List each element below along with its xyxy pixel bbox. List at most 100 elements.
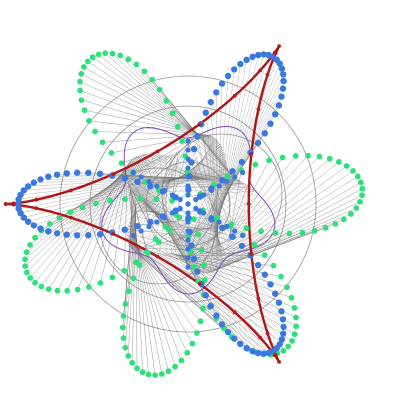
red-dot (69, 215, 73, 220)
blue-dot (278, 336, 286, 343)
blue-spoke-dot (185, 183, 191, 189)
red-dot (277, 44, 281, 48)
green-dot (125, 288, 132, 295)
green-dot (74, 286, 81, 293)
blue-spoke-dot (154, 183, 160, 189)
red-dot (256, 107, 261, 112)
green-dot (184, 349, 191, 356)
blue-dot (96, 231, 104, 238)
green-dot (179, 138, 185, 145)
mesh-line (151, 153, 259, 212)
blue-dot (202, 109, 209, 116)
string-line (157, 253, 293, 342)
string-line (199, 56, 274, 273)
blue-spoke-dot (162, 187, 168, 194)
blue-dot (238, 158, 246, 166)
green-dot (293, 323, 299, 330)
green-dot (353, 205, 360, 211)
blue-spoke-dot (201, 192, 207, 198)
mesh-line (126, 134, 203, 240)
green-dot (261, 252, 268, 258)
green-dot (350, 168, 356, 174)
green-dot (359, 185, 366, 192)
blue-spoke-dot (146, 223, 152, 230)
green-dot (279, 154, 286, 161)
green-dot (289, 338, 295, 344)
string-line (197, 59, 277, 272)
blue-dot (238, 242, 246, 250)
mesh-line (132, 145, 222, 217)
green-dot (201, 262, 207, 269)
green-dot (293, 314, 299, 321)
mesh-line (202, 134, 225, 254)
string-line (183, 114, 276, 263)
green-dot (117, 52, 124, 59)
string-line (88, 120, 212, 137)
blue-spoke-dot (224, 223, 230, 230)
green-dot (85, 284, 92, 290)
green-dot (23, 249, 30, 256)
green-dot (107, 197, 113, 204)
green-dot (97, 280, 104, 286)
blue-dot (45, 228, 52, 235)
blue-dot (30, 179, 37, 186)
blue-dot (278, 308, 285, 315)
string-line (81, 99, 216, 139)
mesh-line (210, 145, 222, 273)
green-dot (108, 150, 115, 156)
mesh-line (126, 168, 203, 274)
blue-dot (278, 93, 285, 100)
blue-dot (213, 312, 220, 319)
blue-dot (15, 205, 22, 212)
blue-spoke-dot (185, 174, 191, 180)
blue-dot (202, 292, 209, 299)
green-dot (288, 294, 295, 301)
mesh-line (134, 167, 228, 199)
green-dot (251, 242, 258, 248)
green-dot (86, 117, 92, 124)
green-dot (77, 78, 83, 85)
green-dot (156, 86, 163, 93)
green-dot (305, 152, 311, 159)
green-dot (357, 198, 363, 205)
red-dot (3, 202, 8, 206)
green-dot (291, 305, 298, 311)
green-dot (99, 139, 106, 146)
blue-dot (74, 232, 81, 239)
mesh-line (135, 211, 259, 252)
blue-spoke-dot (185, 165, 191, 171)
green-dot (78, 70, 85, 77)
string-line (145, 137, 196, 183)
green-dot (162, 223, 169, 230)
green-dot (156, 239, 162, 246)
green-dot (348, 211, 354, 217)
blue-spoke-dot (185, 201, 191, 207)
string-line (134, 209, 143, 373)
string-line (222, 170, 354, 259)
string-line (218, 188, 363, 267)
blue-dot (229, 233, 236, 240)
red-dots-layer (3, 44, 281, 364)
string-line (212, 207, 357, 272)
string-line (162, 189, 253, 192)
string-line (137, 181, 250, 187)
string-line (226, 155, 296, 243)
blue-spoke-dot (185, 228, 191, 234)
blue-dot (254, 139, 262, 147)
string-line (70, 155, 166, 213)
blue-dot (276, 60, 283, 67)
green-dot (122, 344, 129, 351)
mesh-line (151, 153, 178, 257)
green-dot (285, 343, 292, 350)
string-line (152, 79, 230, 173)
green-dot (79, 204, 86, 211)
green-dot (78, 97, 85, 103)
red-dot (258, 335, 262, 340)
blue-spoke-dot (185, 147, 191, 153)
green-dot (133, 61, 140, 68)
blue-dot (121, 175, 128, 182)
string-line (98, 54, 226, 157)
green-dot (198, 247, 205, 253)
string-line (28, 163, 227, 222)
